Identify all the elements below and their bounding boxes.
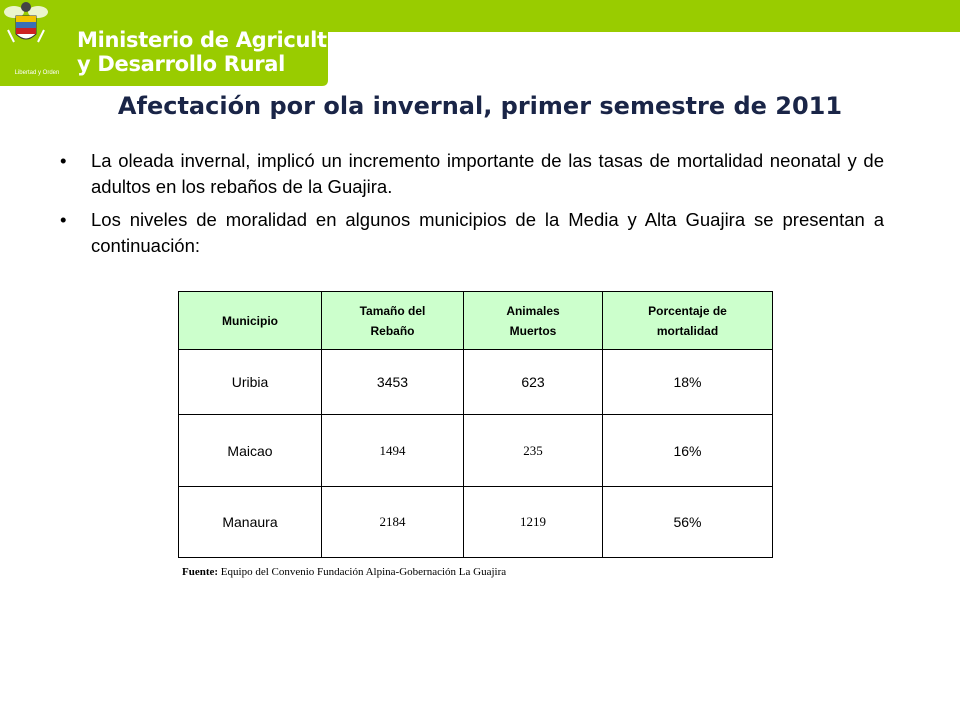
cell-muertos: 235 [463,414,603,487]
brand-line-2: y Desarrollo Rural [77,52,286,76]
header-animales-muertos: Animales Muertos [463,291,603,350]
cell-tamano: 1494 [321,414,464,487]
header-porcentaje-mortalidad: Porcentaje de mortalidad [602,291,773,350]
cell-porcentaje: 16% [602,414,773,487]
bullet-text: La oleada invernal, implicó un increment… [91,150,884,197]
bullet-text: Los niveles de moralidad en algunos muni… [91,209,884,256]
crest-motto: Libertad y Orden [14,70,60,76]
cell-muertos: 623 [463,349,603,415]
coat-of-arms-icon [4,2,48,43]
header-tamano-rebano: Tamaño del Rebaño [321,291,464,350]
table-row: Uribia 3453 623 18% [178,349,773,415]
cell-porcentaje: 18% [602,349,773,415]
header-banner: Libertad y Orden Ministerio de Agricultu… [0,0,960,86]
cell-porcentaje: 56% [602,486,773,558]
bullet-item: • Los niveles de moralidad en algunos mu… [60,207,884,259]
cell-tamano: 3453 [321,349,464,415]
cell-municipio: Uribia [178,349,322,415]
table-row: Maicao 1494 235 16% [178,414,773,487]
mortality-table: Municipio Tamaño del Rebaño Animales Muert… [178,291,773,558]
source-label: Fuente: [182,566,219,578]
header-municipio: Municipio [178,291,322,350]
ministry-logo-text: Ministerio de Agricultura y Desarrollo R… [77,28,366,76]
table-row: Manaura 2184 1219 56% [178,486,773,558]
cell-muertos: 1219 [463,486,603,558]
brand-line-1: Ministerio de Agricultura [77,28,366,52]
table-source-note: Fuente: Equipo del Convenio Fundación Al… [182,566,506,578]
bullet-item: • La oleada invernal, implicó un increme… [60,148,884,200]
slide-title: Afectación por ola invernal, primer seme… [117,92,843,120]
cell-municipio: Manaura [178,486,322,558]
bullet-list: • La oleada invernal, implicó un increme… [60,148,884,266]
source-text: Equipo del Convenio Fundación Alpina-Gob… [220,566,507,578]
header-green-shape [0,0,960,86]
bullet-mark: • [60,150,67,171]
table-header-row: Municipio Tamaño del Rebaño Animales Muert… [178,291,773,350]
cell-tamano: 2184 [321,486,464,558]
cell-municipio: Maicao [178,414,322,487]
bullet-mark: • [60,209,67,230]
